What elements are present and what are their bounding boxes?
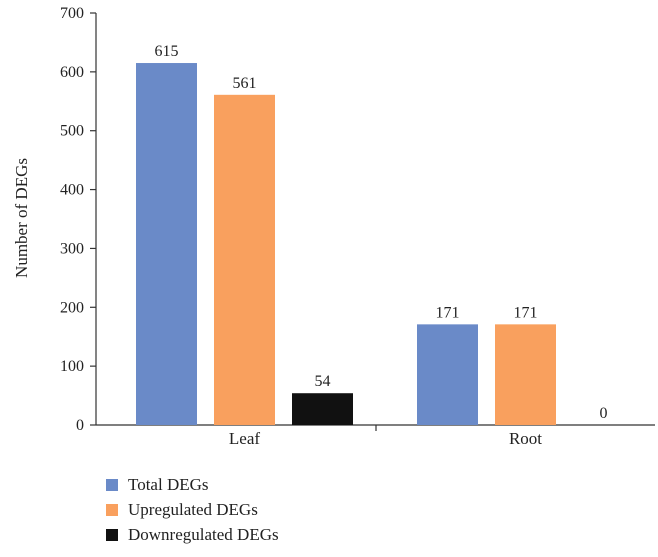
bar: [417, 324, 478, 425]
legend-item: Total DEGs: [106, 472, 279, 497]
y-tick-label: 100: [60, 358, 84, 375]
legend: Total DEGs Upregulated DEGs Downregulated …: [106, 472, 279, 547]
bar-value-label: 561: [233, 75, 257, 92]
bar: [214, 94, 275, 425]
bar-chart: 0 100 200 300 400 500 600 700 Leaf Root 615 561 54…: [12, 5, 655, 448]
y-tick-label: 400: [60, 182, 84, 199]
legend-item: Downregulated DEGs: [106, 522, 279, 547]
legend-label: Downregulated DEGs: [128, 524, 279, 544]
y-tick-label: 200: [60, 299, 84, 316]
y-tick-label: 500: [60, 123, 84, 140]
y-tick-label: 600: [60, 64, 84, 81]
bar-value-label: 54: [315, 373, 331, 390]
bar-group: [136, 63, 556, 426]
legend-label: Upregulated DEGs: [128, 499, 258, 519]
x-axis: Leaf Root: [96, 424, 655, 448]
legend-item: Upregulated DEGs: [106, 497, 279, 522]
bar: [136, 63, 197, 426]
y-tick-label: 0: [76, 417, 84, 434]
bar: [292, 393, 353, 425]
y-axis-title: Number of DEGs: [12, 158, 31, 278]
legend-swatch: [106, 503, 118, 516]
legend-label: Total DEGs: [128, 474, 209, 494]
y-tick-label: 700: [60, 5, 84, 22]
bar-value-label: 171: [514, 304, 538, 321]
bar: [495, 324, 556, 425]
bar-value-label: 0: [600, 405, 608, 422]
y-axis: 0 100 200 300 400 500 600 700: [60, 5, 97, 434]
y-tick-label: 300: [60, 240, 84, 257]
bar-value-label: 615: [155, 43, 179, 60]
x-category-label: Root: [509, 429, 542, 448]
x-category-label: Leaf: [229, 429, 260, 448]
legend-swatch: [106, 528, 118, 541]
legend-swatch: [106, 478, 118, 491]
bar-value-label: 171: [436, 304, 460, 321]
value-labels: 615 561 54 171 171 0: [155, 43, 608, 422]
